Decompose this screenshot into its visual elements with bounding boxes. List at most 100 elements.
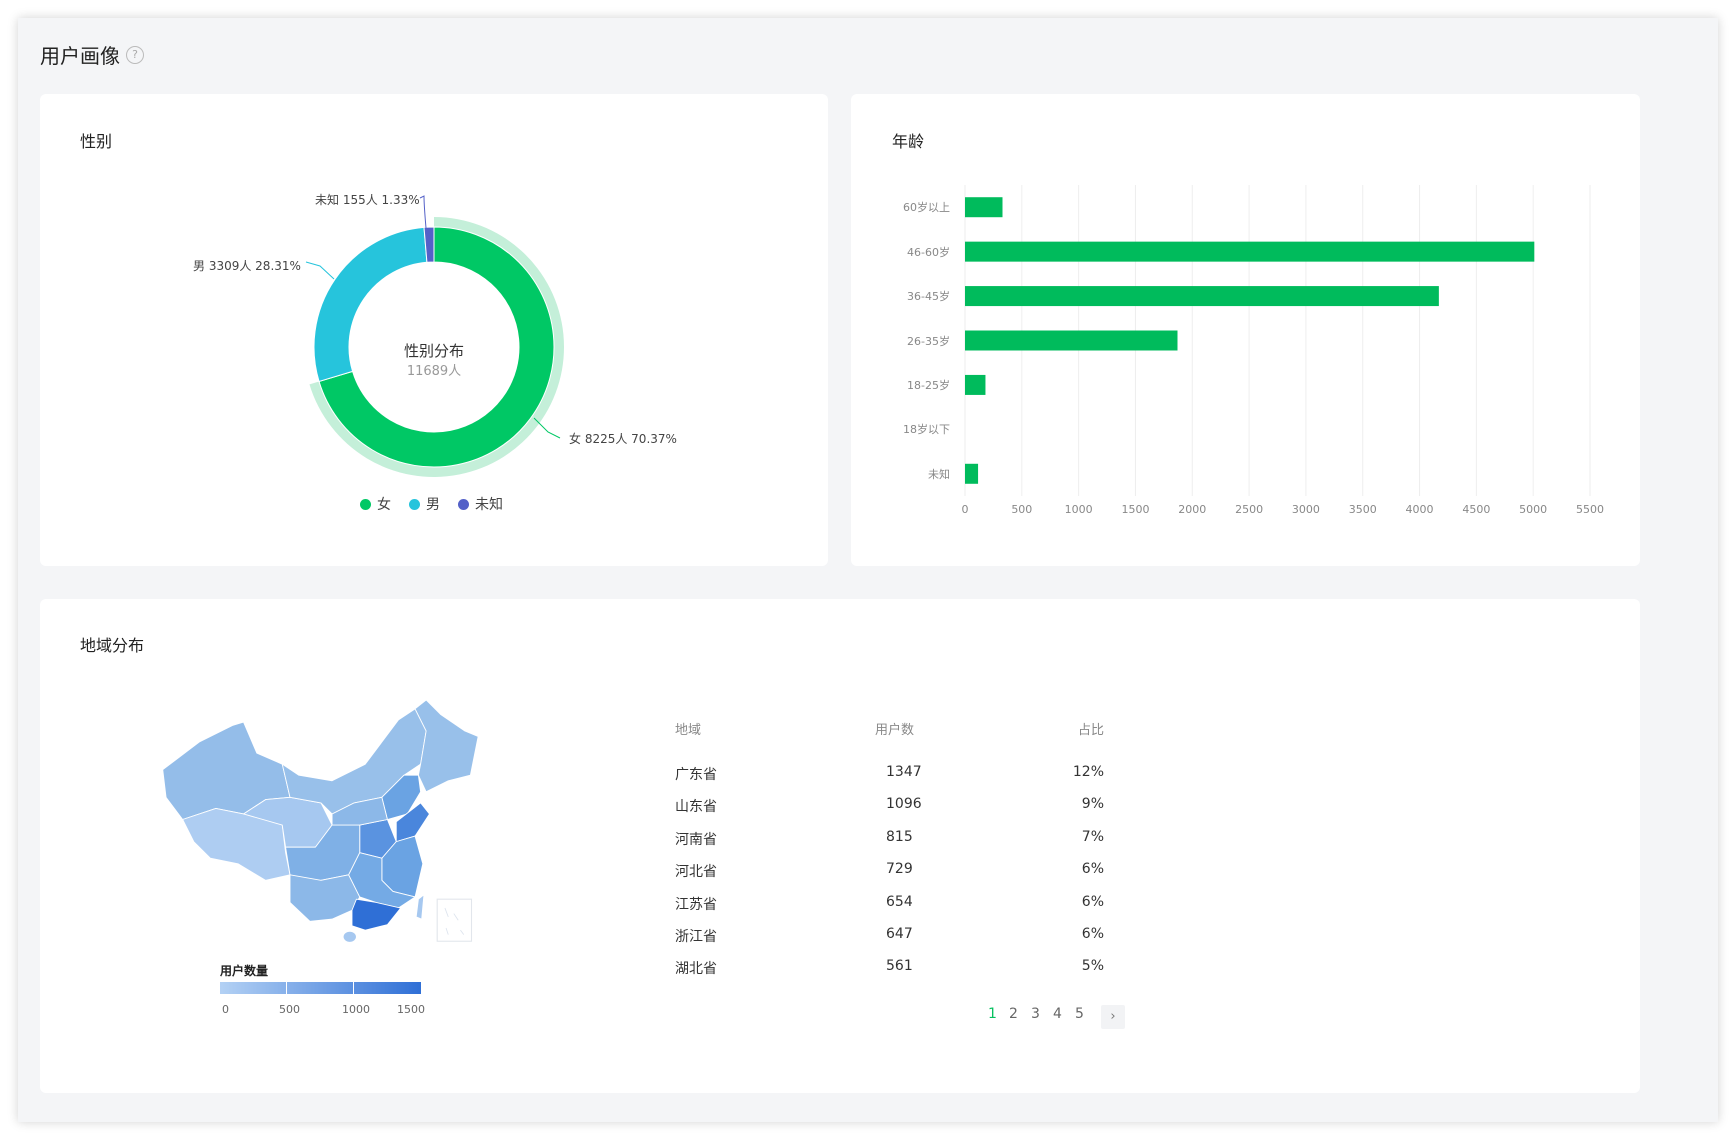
x-tick-label: 5000 (1519, 503, 1548, 516)
page-title: 用户画像 ? (40, 40, 144, 69)
y-category-label: 46-60岁 (907, 245, 950, 259)
x-tick-label: 4500 (1462, 503, 1491, 516)
legend-item-male[interactable]: 男 (409, 494, 440, 514)
slice-label-male: 男 3309人 28.31% (193, 259, 301, 273)
age-card-title: 年龄 (892, 132, 925, 151)
cell-region: 浙江省 (675, 929, 717, 945)
legend-label: 未知 (475, 497, 503, 513)
cell-share: 5% (1081, 958, 1104, 974)
cell-users: 647 (886, 926, 913, 942)
visual-map-gradient[interactable] (220, 982, 421, 994)
cell-share: 12% (1072, 764, 1104, 780)
x-tick-label: 500 (1011, 503, 1033, 516)
cell-users: 561 (886, 958, 913, 974)
legend-label: 女 (377, 497, 391, 513)
cell-share: 6% (1081, 926, 1104, 942)
page-3-button[interactable]: 3 (1031, 1006, 1040, 1022)
y-category-label: 未知 (928, 467, 950, 481)
region-card-title: 地域分布 (80, 636, 145, 655)
age-bar-chart (964, 185, 1591, 496)
visual-map-tick: 1500 (397, 1003, 425, 1016)
map-region (395, 802, 430, 843)
x-tick-label: 0 (961, 503, 969, 516)
column-header-region: 地域 (675, 723, 702, 738)
bar-4[interactable] (965, 374, 986, 395)
slice-label-female: 女 8225人 70.37% (569, 432, 677, 446)
column-header-users: 用户数 (875, 723, 915, 738)
donut-center-title: 性别分布 (403, 342, 464, 360)
bar-1[interactable] (965, 241, 1535, 262)
cell-region: 山东省 (675, 799, 717, 815)
cell-share: 7% (1081, 829, 1104, 845)
map-region (289, 874, 361, 922)
gender-legend: 女 男 未知 (360, 494, 503, 514)
visual-map-tick: 500 (279, 1003, 300, 1016)
china-map[interactable] (155, 692, 487, 947)
donut-slice-2[interactable] (423, 226, 435, 263)
south-china-sea-inset (436, 898, 473, 942)
cell-users: 1096 (886, 796, 922, 812)
x-tick-label: 1500 (1121, 503, 1150, 516)
page-2-button[interactable]: 2 (1009, 1006, 1018, 1022)
leader-line (533, 417, 561, 439)
y-category-label: 18-25岁 (907, 378, 950, 392)
page-5-button[interactable]: 5 (1075, 1006, 1084, 1022)
column-header-share: 占比 (1077, 723, 1104, 738)
legend-item-female[interactable]: 女 (360, 494, 391, 514)
x-tick-label: 3000 (1291, 503, 1320, 516)
y-category-label: 26-35岁 (907, 334, 950, 348)
cell-users: 729 (886, 861, 913, 877)
leader-line (305, 261, 335, 280)
bar-0[interactable] (965, 197, 1003, 218)
gender-card-title: 性别 (80, 132, 113, 151)
legend-dot-icon (409, 498, 420, 510)
legend-dot-icon (458, 498, 469, 510)
map-region (348, 852, 416, 909)
leader-line (419, 195, 427, 229)
legend-label: 男 (426, 497, 440, 513)
cell-users: 815 (886, 829, 913, 845)
gender-donut-chart (305, 195, 564, 477)
visual-map-tick: 0 (222, 1003, 229, 1016)
page-1-button[interactable]: 1 (988, 1006, 997, 1022)
cell-users: 654 (886, 894, 913, 910)
visual-map-tick: 1000 (342, 1003, 370, 1016)
cell-region: 广东省 (675, 767, 717, 783)
x-tick-label: 4000 (1405, 503, 1434, 516)
x-tick-label: 3500 (1348, 503, 1377, 516)
cell-region: 江苏省 (675, 897, 717, 913)
cell-region: 湖北省 (675, 961, 717, 977)
slice-label-unknown: 未知 155人 1.33% (315, 193, 420, 207)
visual-map-title: 用户数量 (220, 964, 269, 978)
legend-dot-icon (360, 498, 371, 510)
cell-region: 河北省 (675, 864, 717, 880)
bar-2[interactable] (965, 286, 1439, 307)
map-region (351, 898, 402, 931)
cell-region: 河南省 (675, 832, 717, 848)
y-category-label: 60岁以上 (903, 201, 950, 215)
cell-users: 1347 (886, 764, 922, 780)
x-tick-label: 1000 (1064, 503, 1093, 516)
map-region (342, 930, 357, 943)
y-category-label: 18岁以下 (903, 423, 950, 437)
age-card (851, 94, 1640, 566)
bar-6[interactable] (965, 463, 979, 484)
bar-3[interactable] (965, 330, 1178, 351)
question-circle-icon[interactable]: ? (126, 45, 144, 64)
x-tick-label: 2000 (1178, 503, 1207, 516)
x-tick-label: 5500 (1576, 503, 1604, 516)
map-region (415, 894, 425, 920)
page-title-text: 用户画像 (40, 44, 120, 68)
cell-share: 9% (1081, 796, 1104, 812)
donut-center-total: 11689人 (406, 364, 462, 379)
page-4-button[interactable]: 4 (1053, 1006, 1062, 1022)
cell-share: 6% (1081, 861, 1104, 877)
map-region (331, 796, 388, 826)
donut-slice-0[interactable] (318, 226, 555, 468)
y-category-label: 36-45岁 (907, 290, 950, 304)
cell-share: 6% (1081, 894, 1104, 910)
x-tick-label: 2500 (1235, 503, 1264, 516)
legend-item-unknown[interactable]: 未知 (458, 494, 503, 514)
map-region (414, 699, 479, 793)
next-page-button[interactable]: › (1101, 1005, 1125, 1029)
